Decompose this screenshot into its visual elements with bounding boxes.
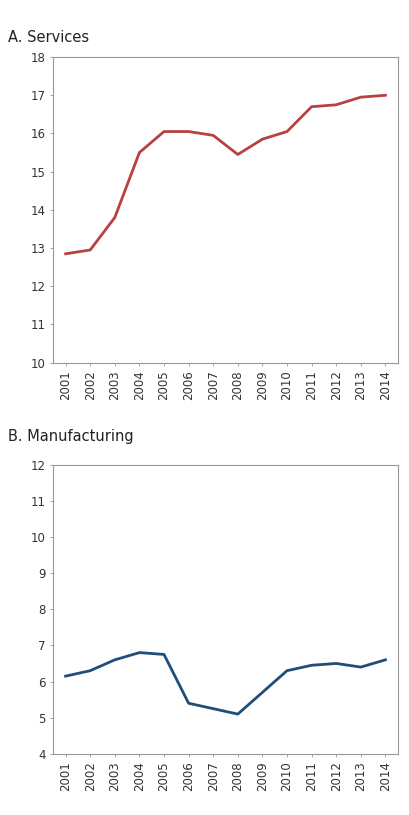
Text: B. Manufacturing: B. Manufacturing xyxy=(8,430,133,444)
Text: A. Services: A. Services xyxy=(8,30,89,45)
